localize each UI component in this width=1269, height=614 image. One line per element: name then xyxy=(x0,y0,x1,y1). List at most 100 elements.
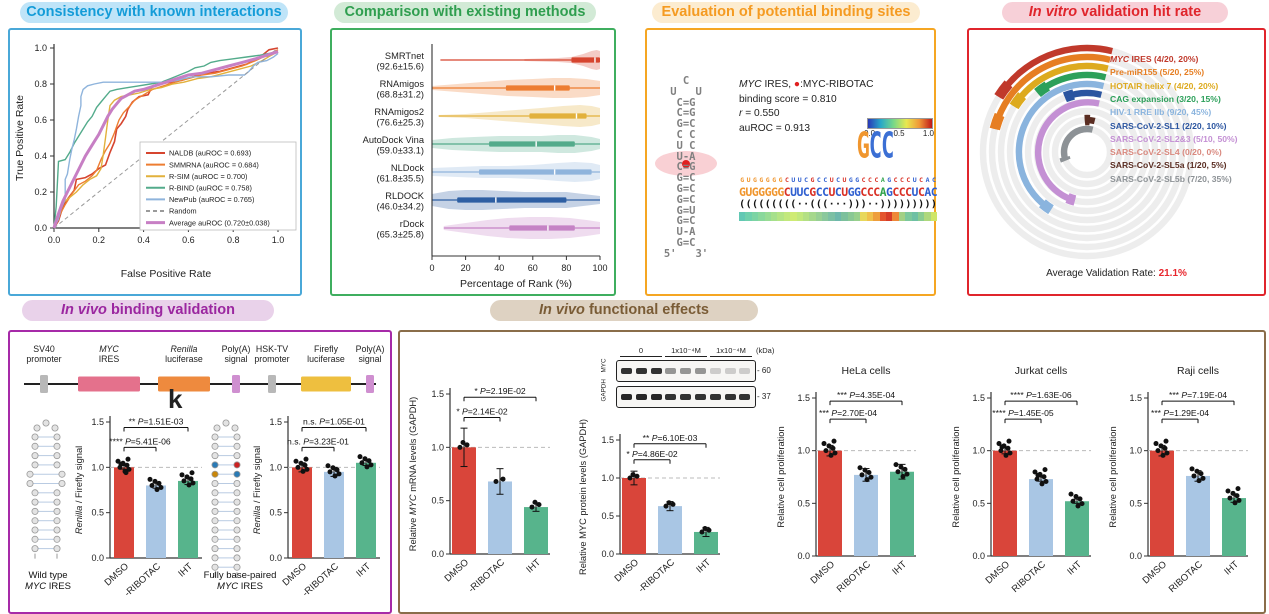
svg-text:Poly(A): Poly(A) xyxy=(356,344,385,354)
myc_protein-plot: 0.0 0.5 1.0 1.5 DMSO-RIBOTAC IHT * P=4.86E-02 *… xyxy=(578,419,720,595)
svg-text:0.0: 0.0 xyxy=(48,235,61,245)
svg-text:(68.8±31.2): (68.8±31.2) xyxy=(377,90,424,100)
svg-text:20: 20 xyxy=(461,263,471,273)
svg-text:Relative MYC mRNA levels (GAPD: Relative MYC mRNA levels (GAPDH) xyxy=(408,397,418,551)
svg-text:1.5: 1.5 xyxy=(269,417,282,427)
svg-text:0.6: 0.6 xyxy=(34,115,47,125)
svg-text:*** P=4.35E-04: *** P=4.35E-04 xyxy=(837,390,895,400)
radial-legend-item: CAG expansion (3/20, 15%) xyxy=(1110,93,1221,104)
violin-plot: SMRTnet(92.6±15.6) RNAmigos(68.8±31.2) RNA… xyxy=(363,44,608,290)
svg-text:0.0: 0.0 xyxy=(797,551,810,561)
svg-text:0.6: 0.6 xyxy=(182,235,195,245)
radial-legend-item: MYC IRES (4/20, 20%) xyxy=(1110,54,1199,64)
svg-text:60: 60 xyxy=(528,263,538,273)
svg-text:signal: signal xyxy=(225,354,248,364)
fbp_hairpin-plot xyxy=(211,419,241,578)
reporter-construct-diagram: SV40 promoter MYC IRES Renilla luciferase Poly… xyxy=(14,340,386,398)
svg-text:NALDB (auROC = 0.693): NALDB (auROC = 0.693) xyxy=(169,149,251,158)
wildtype-bar-chart: 0.0 0.5 1.0 1.5 DMSO -RIBOTAC IHT **** P=5.41E-… xyxy=(70,392,212,614)
svg-text:DMSO: DMSO xyxy=(1140,559,1169,586)
svg-text:(59.0±33.1): (59.0±33.1) xyxy=(377,146,424,156)
svg-text:* P=2.14E-02: * P=2.14E-02 xyxy=(456,406,508,416)
svg-text:HSK-TV: HSK-TV xyxy=(256,344,288,354)
svg-text:DMSO: DMSO xyxy=(808,559,837,586)
svg-text:AutoDock Vina: AutoDock Vina xyxy=(363,135,425,145)
svg-text:1.0: 1.0 xyxy=(272,235,285,245)
blot-row-label: GAPDH xyxy=(600,379,608,402)
svg-text:signal: signal xyxy=(359,354,382,364)
svg-text:**** P=1.45E-05: **** P=1.45E-05 xyxy=(992,408,1054,418)
svg-text:80: 80 xyxy=(561,263,571,273)
construct-plot: SV40promoterMYCIRESRenillaluciferasePoly… xyxy=(24,344,385,393)
svg-text:IHT: IHT xyxy=(694,557,713,576)
svg-text:1.5: 1.5 xyxy=(972,393,985,403)
panel-header-invitro: In vitro validation hit rate xyxy=(1002,2,1228,23)
svg-text:(76.6±25.3): (76.6±25.3) xyxy=(377,118,424,128)
svg-text:1.5: 1.5 xyxy=(431,389,444,399)
svg-text:100: 100 xyxy=(592,263,607,273)
svg-text:0.8: 0.8 xyxy=(227,235,240,245)
svg-text:SMRTnet: SMRTnet xyxy=(385,51,425,61)
svg-text:1.5: 1.5 xyxy=(601,435,614,445)
svg-text:0.5: 0.5 xyxy=(972,498,985,508)
svg-text:promoter: promoter xyxy=(26,354,61,364)
svg-text:Relative cell proliferation: Relative cell proliferation xyxy=(951,426,961,527)
svg-text:0.4: 0.4 xyxy=(137,235,150,245)
raji-bar-chart: Raji cells 0.0 0.5 1.0 1.5 DMSO RIBOTAC IHT *** … xyxy=(1104,358,1262,608)
svg-text:Relative cell proliferation: Relative cell proliferation xyxy=(1108,426,1118,527)
svg-text:1.5: 1.5 xyxy=(91,417,104,427)
svg-text:Relative MYC protein levels (G: Relative MYC protein levels (GAPDH) xyxy=(578,419,588,575)
svg-text:0: 0 xyxy=(429,263,434,273)
svg-text:Renilla / Firefly signal: Renilla / Firefly signal xyxy=(74,446,84,534)
basepaired-caption: Fully base-paired MYC IRES xyxy=(203,570,277,592)
svg-text:1.0: 1.0 xyxy=(797,446,810,456)
svg-text:HeLa cells: HeLa cells xyxy=(841,365,890,377)
radial-legend-item: HOTAIR helix 7 (4/20, 20%) xyxy=(1110,80,1219,91)
subpanel-label-k: k xyxy=(168,384,183,414)
roc-plot: 0.0 0.2 0.4 0.6 0.8 1.0 0.0 0.2 0.4 0.6 0.8 1.0 Fals… xyxy=(14,43,297,280)
radial-legend-item: HIV-1 RRE IIb (9/20, 45%) xyxy=(1110,107,1212,118)
svg-text:-RIBOTAC: -RIBOTAC xyxy=(466,557,507,595)
svg-text:False Positive Rate: False Positive Rate xyxy=(121,268,212,280)
svg-text:RNAmigos2: RNAmigos2 xyxy=(374,107,424,117)
svg-text:RLDOCK: RLDOCK xyxy=(385,191,425,201)
svg-text:* P=2.19E-02: * P=2.19E-02 xyxy=(474,386,526,396)
violin-chart: SMRTnet (92.6±15.6) RNAmigos (68.8±31.2) RNA… xyxy=(334,32,612,292)
svg-text:0.0: 0.0 xyxy=(91,553,104,563)
jurkat-bar-chart: Jurkat cells 0.0 0.5 1.0 1.5 DMSO RIBOTAC IHT **… xyxy=(947,358,1111,608)
svg-text:0.0: 0.0 xyxy=(269,553,282,563)
svg-text:Relative cell proliferation: Relative cell proliferation xyxy=(776,426,786,527)
svg-text:R-BIND (auROC = 0.758): R-BIND (auROC = 0.758) xyxy=(169,184,252,193)
svg-text:0.0: 0.0 xyxy=(431,549,444,559)
svg-text:0.0: 0.0 xyxy=(972,551,985,561)
wildtype-caption: Wild type MYC IRES xyxy=(25,570,71,592)
svg-text:Renilla / Firefly signal: Renilla / Firefly signal xyxy=(252,446,262,534)
svg-text:(46.0±34.2): (46.0±34.2) xyxy=(377,202,424,212)
radial-legend-item: Pre-miR155 (5/20, 25%) xyxy=(1110,67,1205,78)
blot-kda-label: (kDa) xyxy=(756,346,775,355)
svg-text:1.0: 1.0 xyxy=(91,462,104,472)
svg-text:SMMRNA (auROC = 0.684): SMMRNA (auROC = 0.684) xyxy=(169,160,259,169)
svg-text:0.5: 0.5 xyxy=(797,498,810,508)
svg-text:MYC: MYC xyxy=(99,344,119,354)
svg-text:*** P=2.70E-04: *** P=2.70E-04 xyxy=(819,408,877,418)
svg-text:Jurkat cells: Jurkat cells xyxy=(1015,365,1068,377)
roc-chart: 0.0 0.2 0.4 0.6 0.8 1.0 0.0 0.2 0.4 0.6 0.8 1.0 Fals… xyxy=(12,38,298,280)
svg-text:NewPub (auROC = 0.765): NewPub (auROC = 0.765) xyxy=(169,195,254,204)
svg-text:*** P=7.19E-04: *** P=7.19E-04 xyxy=(1169,390,1227,400)
binding-info-text: MYC IRES, ●:MYC-RIBOTAC binding score = 0… xyxy=(739,79,874,134)
figure-canvas: { "headers": { "p1": {"italic":"", "text… xyxy=(8,2,1266,614)
svg-text:1.5: 1.5 xyxy=(1129,393,1142,403)
svg-text:SV40: SV40 xyxy=(33,344,55,354)
radial-plot xyxy=(979,44,1195,260)
svg-text:1.0: 1.0 xyxy=(431,442,444,452)
panel-header-binding-sites: Evaluation of potential binding sites xyxy=(652,2,920,23)
svg-text:Poly(A): Poly(A) xyxy=(222,344,251,354)
svg-text:IHT: IHT xyxy=(890,559,909,578)
